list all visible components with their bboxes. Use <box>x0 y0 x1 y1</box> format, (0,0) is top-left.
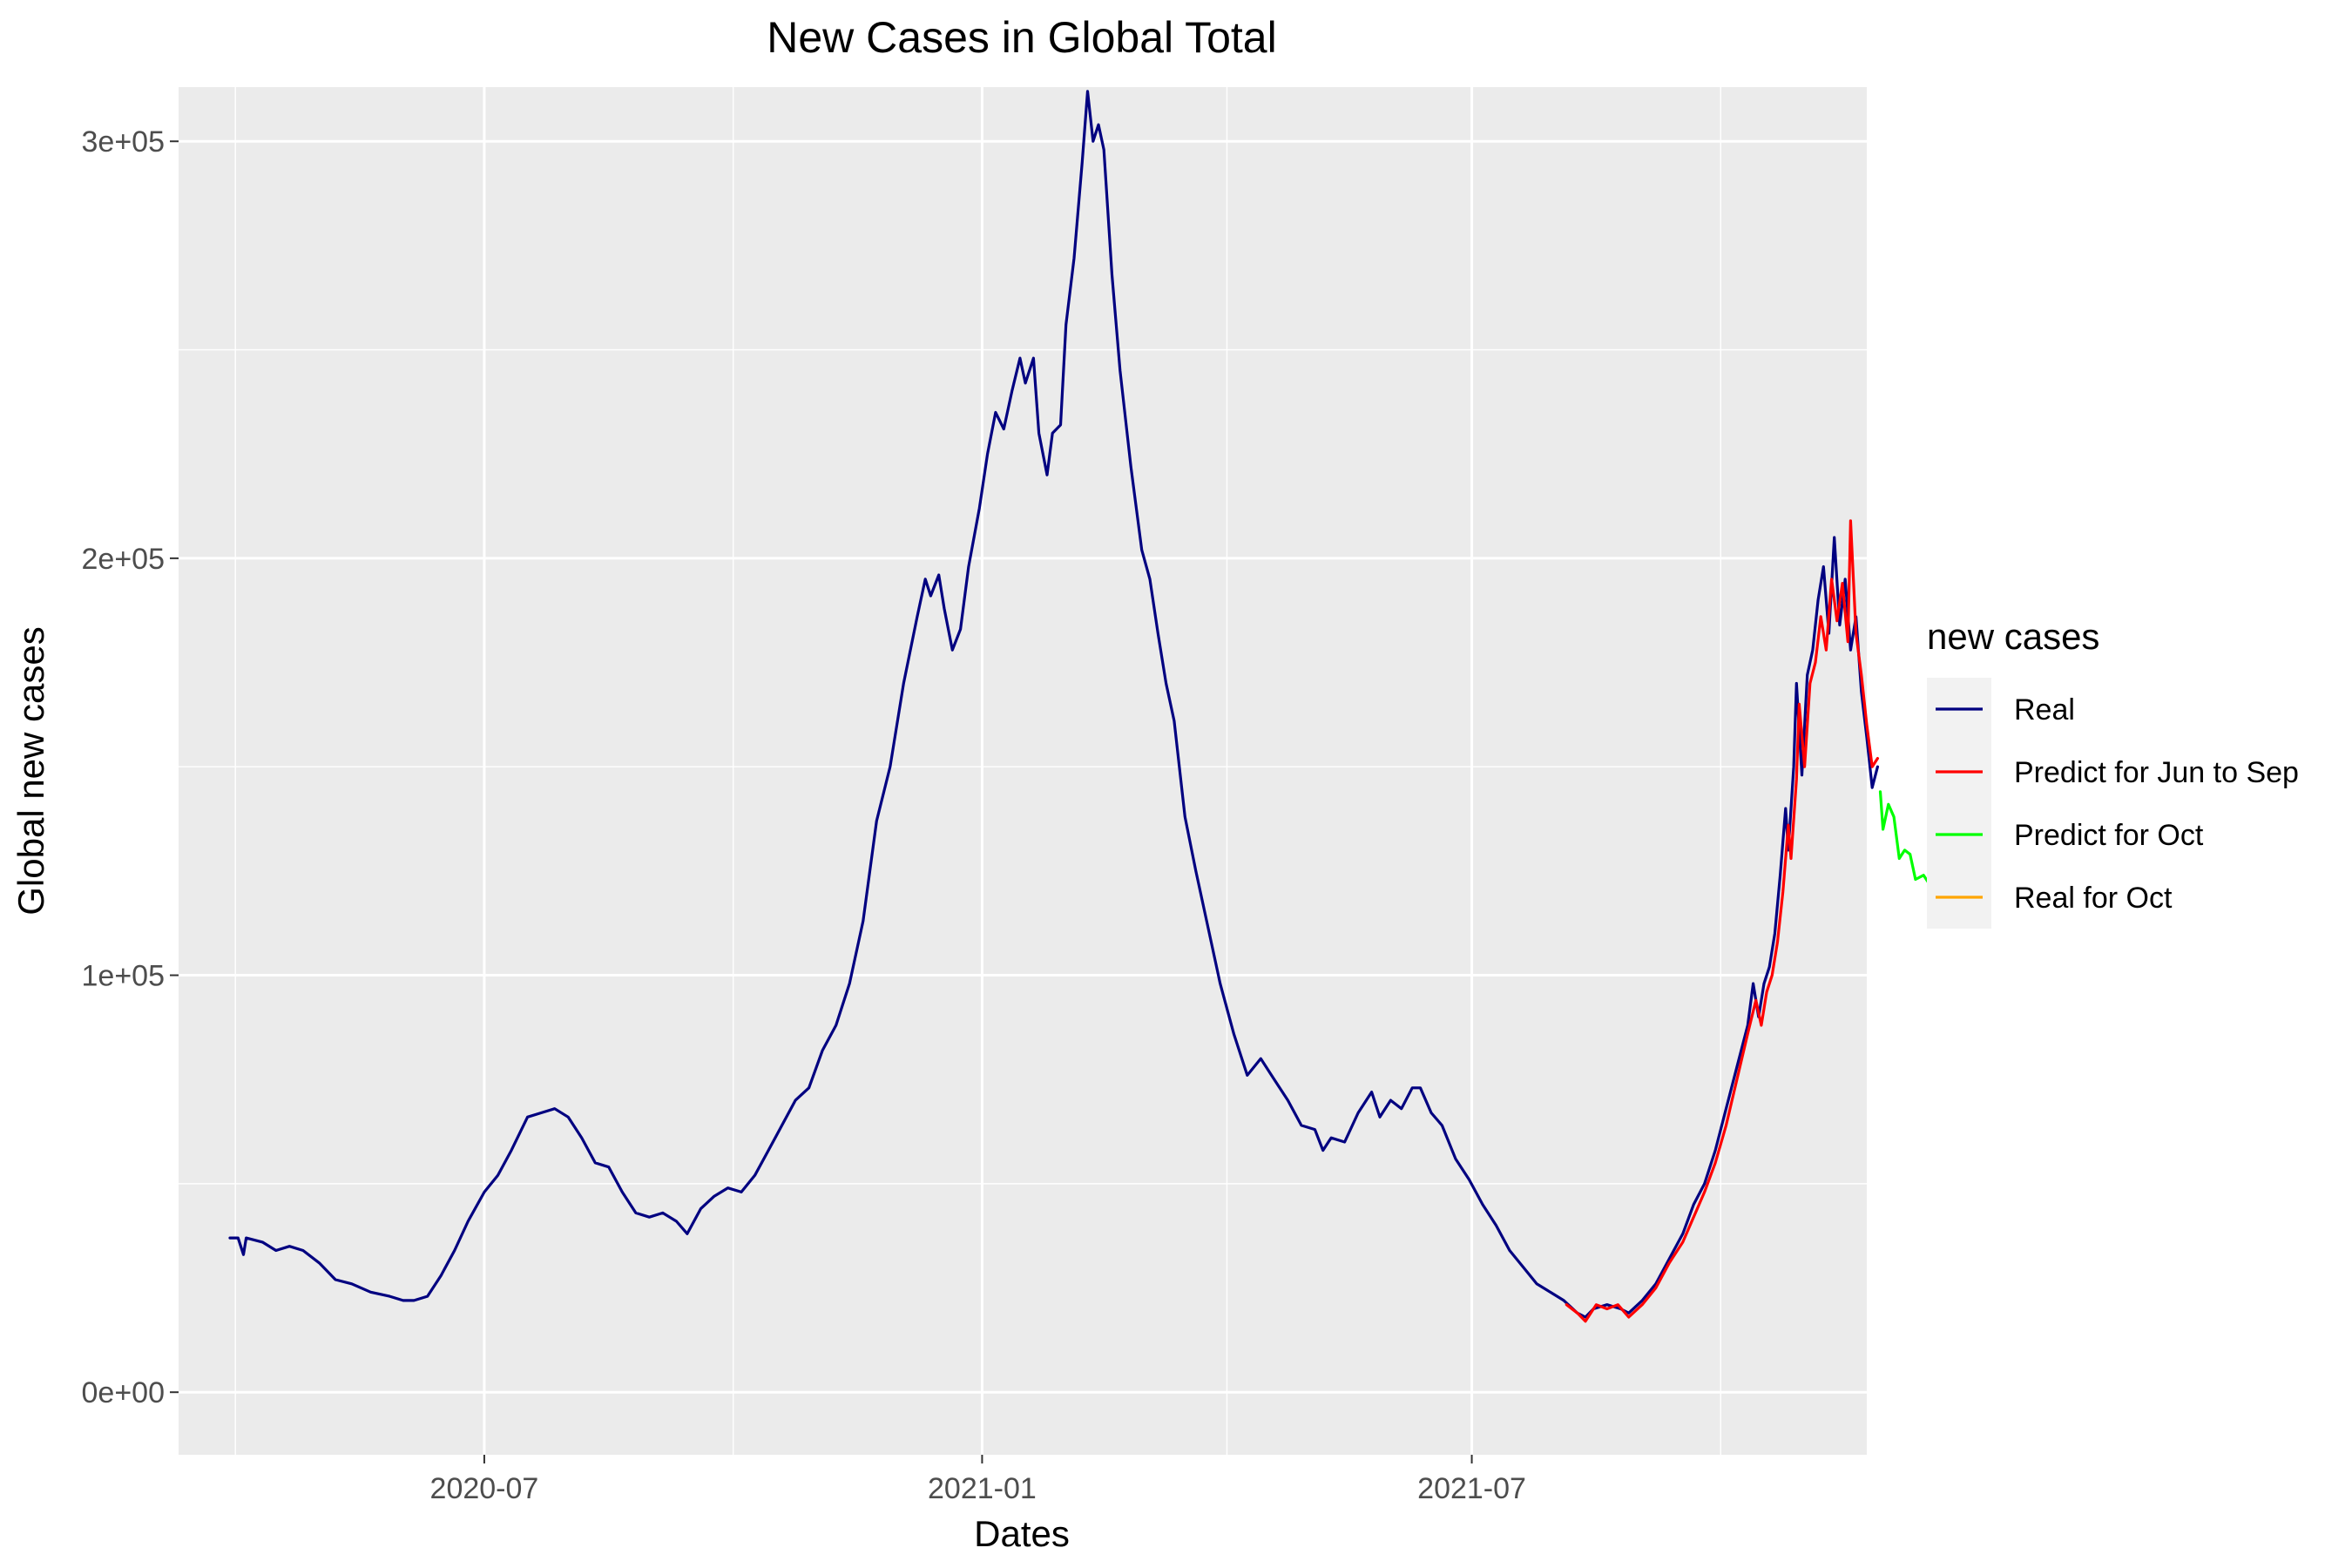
y-tick-label: 2e+05 <box>82 543 166 576</box>
y-tick-label: 1e+05 <box>82 960 166 993</box>
x-axis: 2020-07 2021-01 2021-07 <box>430 1455 1526 1505</box>
plot-panel <box>179 87 1867 1455</box>
x-axis-title: Dates <box>974 1513 1070 1554</box>
y-tick-label: 0e+00 <box>82 1376 166 1409</box>
legend-label: Predict for Oct <box>2014 819 2204 852</box>
y-axis-title: Global new cases <box>10 626 51 916</box>
y-tick-label: 3e+05 <box>82 125 166 159</box>
legend-title: new cases <box>1927 616 2099 657</box>
series-line-2 <box>1565 519 1879 1323</box>
legend-label: Real for Oct <box>2014 882 2173 915</box>
x-tick-label: 2021-01 <box>928 1472 1037 1505</box>
legend-label: Predict for Jun to Sep <box>2014 756 2299 789</box>
grid-major <box>179 87 1867 1455</box>
chart-title: New Cases in Global Total <box>767 13 1276 62</box>
y-axis: 0e+00 1e+05 2e+05 3e+05 <box>82 125 179 1409</box>
grid-minor <box>179 87 1867 1455</box>
legend-label: Real <box>2014 693 2075 727</box>
legend-items: Real Predict for Jun to Sep Predict for Oc… <box>1927 678 2299 929</box>
x-tick-label: 2020-07 <box>430 1472 539 1505</box>
series-line-1 <box>228 90 1879 1319</box>
x-tick-label: 2021-07 <box>1417 1472 1526 1505</box>
legend-key-background <box>1927 678 1991 929</box>
legend: new cases Real Predict for Jun to Sep Pred… <box>1927 616 2299 929</box>
